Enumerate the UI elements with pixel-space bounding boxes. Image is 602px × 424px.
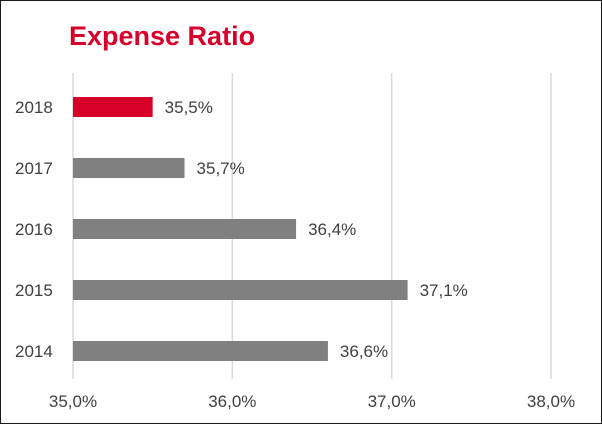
chart-title: Expense Ratio <box>69 21 256 51</box>
bar <box>73 219 297 239</box>
y-category-label: 2014 <box>15 342 53 361</box>
bar-value-label: 35,7% <box>197 159 245 178</box>
bar-value-label: 36,4% <box>308 220 356 239</box>
y-category-label: 2015 <box>15 281 53 300</box>
bar <box>73 97 153 117</box>
x-tick-label: 35,0% <box>49 392 97 411</box>
bar-value-label: 37,1% <box>420 281 468 300</box>
x-tick-label: 36,0% <box>208 392 256 411</box>
x-tick-label: 37,0% <box>368 392 416 411</box>
y-category-label: 2018 <box>15 98 53 117</box>
bar-value-label: 35,5% <box>165 98 213 117</box>
bar-value-label: 36,6% <box>340 342 388 361</box>
bar <box>73 280 408 300</box>
bar <box>73 341 328 361</box>
y-category-label: 2017 <box>15 159 53 178</box>
x-tick-label: 38,0% <box>527 392 575 411</box>
bar <box>73 158 185 178</box>
y-category-label: 2016 <box>15 220 53 239</box>
